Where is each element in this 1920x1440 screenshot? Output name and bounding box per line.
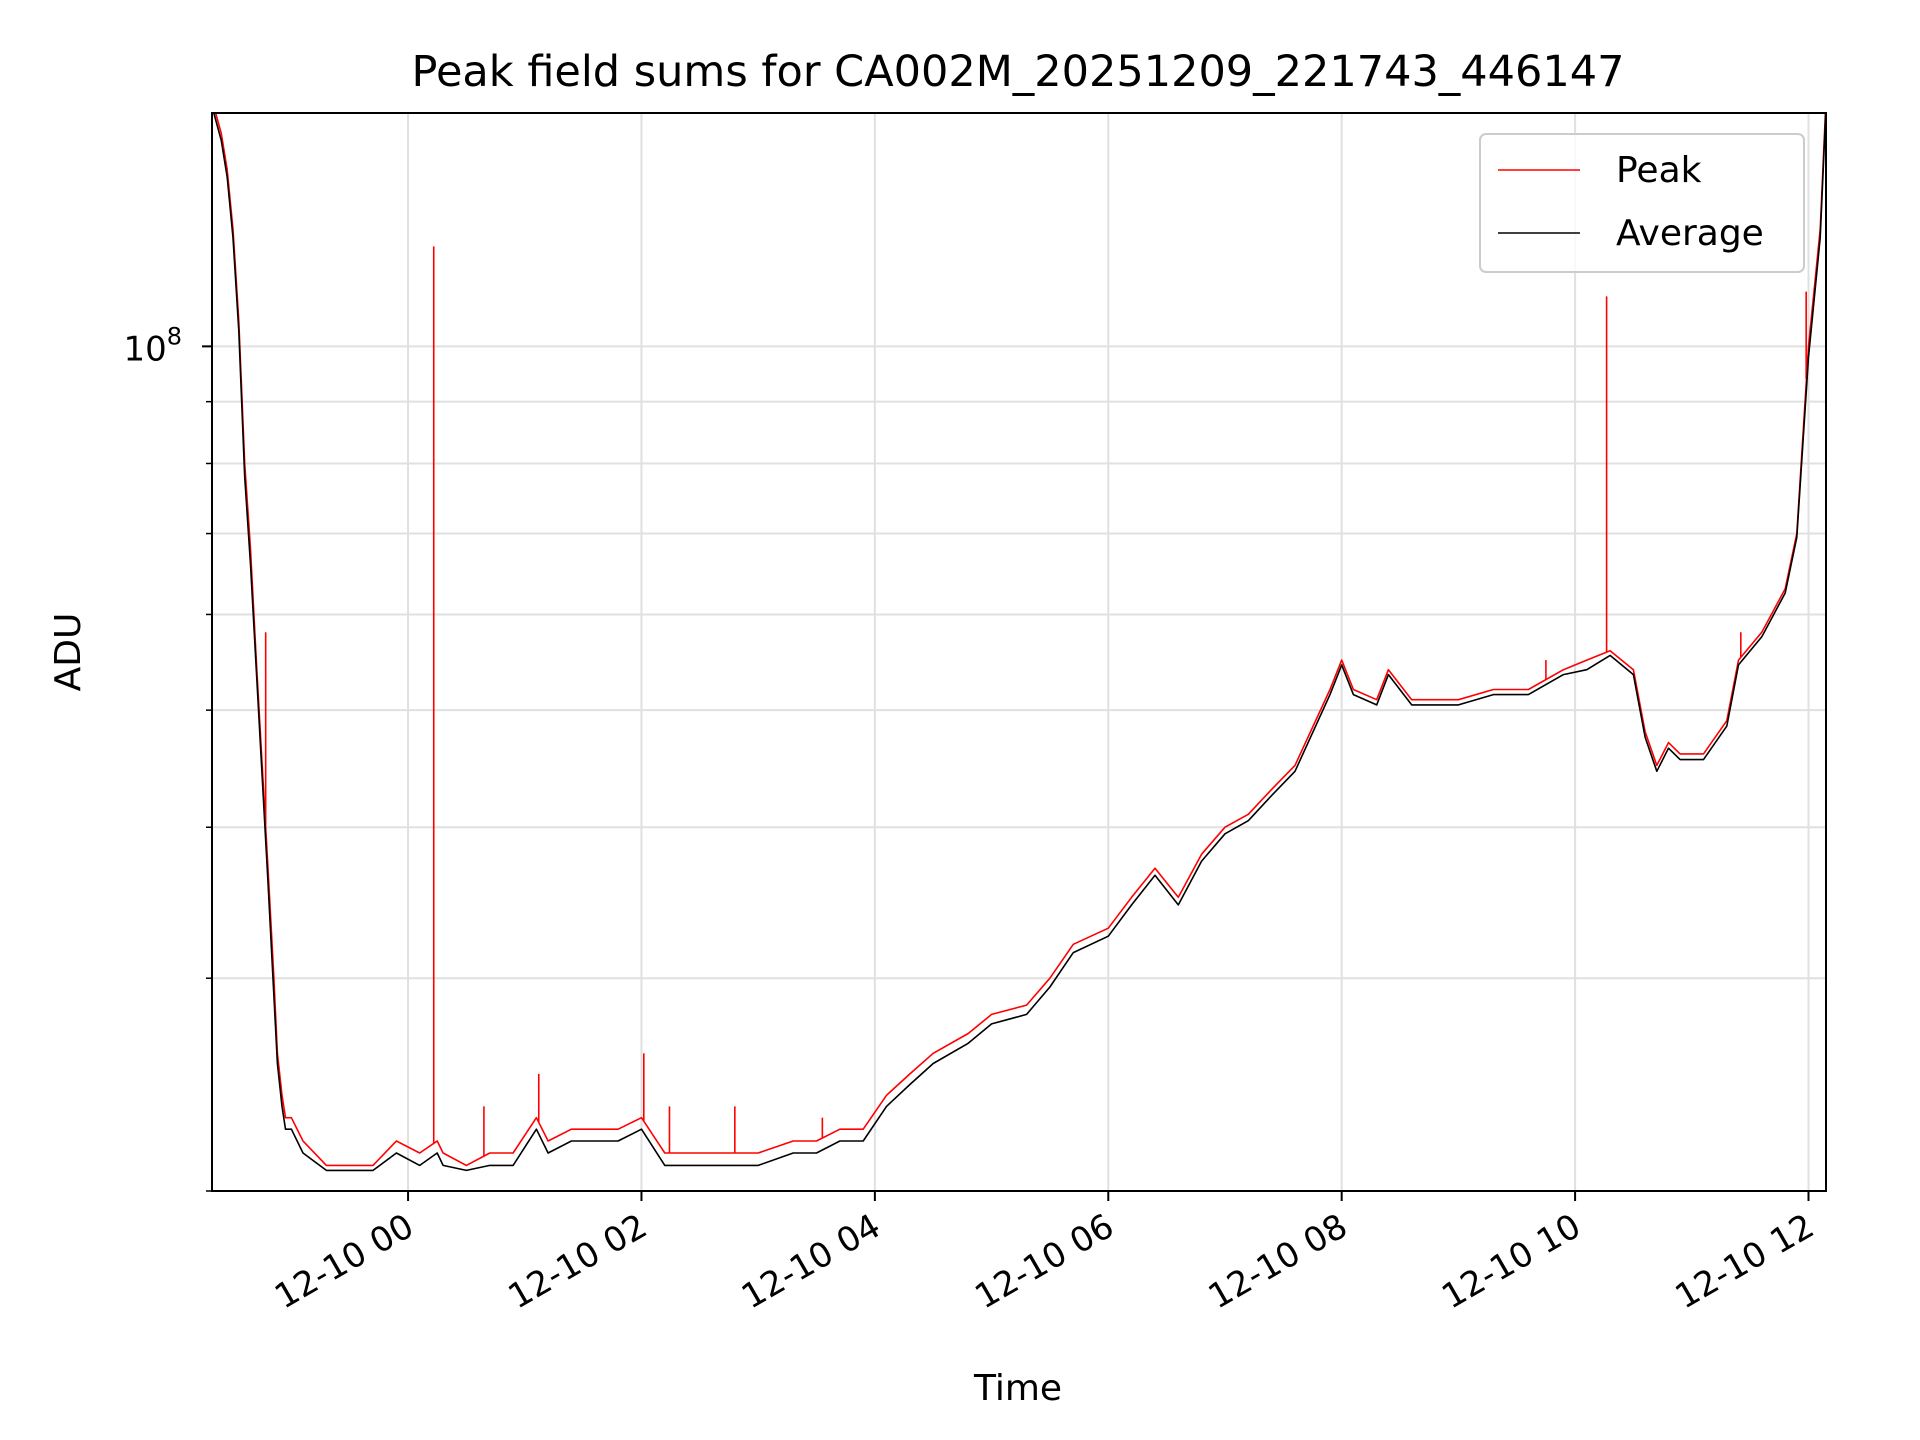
x-axis-label: Time <box>973 1368 1062 1409</box>
chart-title: Peak field sums for CA002M_20251209_2217… <box>412 47 1625 97</box>
y-axis-label: ADU <box>48 613 89 692</box>
plot-frame <box>211 112 1827 1192</box>
series-line-average <box>212 113 1826 1172</box>
y-tick-label: 108 <box>123 322 182 369</box>
legend-label-peak: Peak <box>1616 150 1702 191</box>
series-layer <box>212 113 1826 1172</box>
legend: Peak Average <box>1479 133 1805 273</box>
series-line-peak <box>214 113 1826 1167</box>
legend-box <box>1479 133 1805 273</box>
legend-label-average: Average <box>1616 213 1764 254</box>
